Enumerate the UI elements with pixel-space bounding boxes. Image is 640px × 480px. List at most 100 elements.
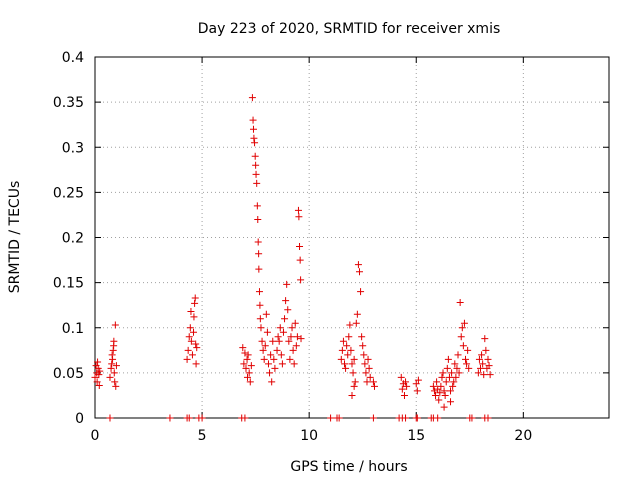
data-point (295, 213, 303, 221)
data-point (289, 346, 297, 354)
data-point (292, 342, 300, 350)
data-point (246, 378, 254, 386)
data-point (353, 310, 361, 318)
data-point (350, 355, 358, 363)
data-point (193, 344, 201, 352)
data-point (269, 337, 277, 345)
data-point (363, 378, 371, 386)
data-point (414, 376, 422, 384)
data-point (343, 342, 351, 350)
data-point (455, 369, 463, 377)
data-point (440, 403, 448, 411)
data-point (239, 344, 247, 352)
data-point (370, 382, 378, 390)
data-point (281, 315, 289, 323)
data-point (449, 382, 457, 390)
data-point (362, 369, 370, 377)
data-point (350, 382, 358, 390)
data-points (91, 94, 494, 422)
data-point (486, 371, 494, 379)
data-point (257, 324, 265, 332)
data-point (464, 346, 472, 354)
data-point (291, 319, 299, 327)
data-point (106, 414, 114, 422)
data-point (183, 355, 191, 363)
data-point (359, 342, 367, 350)
data-point (296, 243, 304, 251)
grid (95, 57, 609, 418)
data-point (112, 362, 120, 370)
data-point (191, 299, 199, 307)
data-point (341, 360, 349, 368)
data-point (255, 265, 263, 273)
data-point (283, 280, 291, 288)
y-tick-label: 0.35 (53, 95, 84, 111)
data-point (294, 206, 302, 214)
data-point (279, 328, 287, 336)
data-point (462, 355, 470, 363)
data-point (349, 369, 357, 377)
data-point (266, 369, 274, 377)
data-point (361, 360, 369, 368)
data-point (454, 351, 462, 359)
data-point (187, 308, 195, 316)
data-point (327, 414, 335, 422)
data-point (366, 373, 374, 381)
data-point (360, 351, 368, 359)
data-point (357, 288, 365, 296)
data-point (297, 335, 305, 343)
data-point (402, 414, 410, 422)
data-point (348, 360, 356, 368)
data-point (185, 333, 193, 341)
data-point (438, 373, 446, 381)
data-point (251, 152, 259, 160)
data-point (369, 378, 377, 386)
data-point (485, 362, 493, 370)
data-point (465, 364, 473, 372)
data-point (369, 414, 377, 422)
data-point (263, 328, 271, 336)
data-point (344, 351, 352, 359)
data-point (276, 324, 284, 332)
data-point (282, 297, 290, 305)
data-point (441, 391, 449, 399)
data-point (458, 324, 466, 332)
y-tick-label: 0.15 (53, 276, 84, 292)
data-point (398, 385, 406, 393)
data-point (436, 389, 444, 397)
data-point (413, 414, 421, 422)
data-point (293, 333, 301, 341)
data-point (110, 337, 118, 345)
data-point (435, 396, 443, 404)
data-point (296, 256, 304, 264)
y-axis-label: SRMTID / TECUs (7, 181, 23, 294)
data-point (364, 355, 372, 363)
data-point (463, 360, 471, 368)
data-point (433, 378, 441, 386)
data-point (448, 369, 456, 377)
data-point (190, 328, 198, 336)
data-point (243, 373, 251, 381)
data-point (256, 315, 264, 323)
data-point (268, 378, 276, 386)
data-point (262, 310, 270, 318)
x-axis-label: GPS time / hours (290, 459, 407, 475)
data-point (432, 391, 440, 399)
data-point (355, 268, 363, 276)
data-point (287, 333, 295, 341)
data-point (95, 371, 103, 379)
data-point (354, 261, 362, 269)
data-point (254, 215, 262, 223)
data-point (439, 369, 447, 377)
data-point (429, 382, 437, 390)
data-point (244, 351, 252, 359)
data-point (468, 414, 476, 422)
data-point (270, 355, 278, 363)
data-point (443, 364, 451, 372)
data-point (248, 94, 256, 102)
y-tick-label: 0.3 (62, 140, 84, 156)
x-tick-label: 10 (300, 428, 318, 444)
data-point (452, 373, 460, 381)
data-point (91, 373, 99, 381)
